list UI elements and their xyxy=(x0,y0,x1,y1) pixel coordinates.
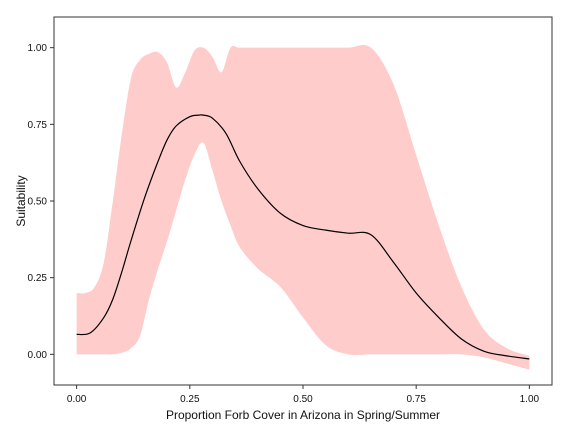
plot-area xyxy=(53,16,553,386)
x-tick-label: 0.50 xyxy=(293,394,313,405)
x-tick-label: 1.00 xyxy=(520,394,540,405)
y-tick-label: 0.50 xyxy=(28,197,48,208)
y-axis-title: Suitability xyxy=(14,175,28,226)
confidence-band xyxy=(76,44,530,370)
x-tick-label: 0.75 xyxy=(406,394,426,405)
y-tick-label: 1.00 xyxy=(28,43,48,54)
y-tick-label: 0.25 xyxy=(28,273,48,284)
y-tick-label: 0.00 xyxy=(28,350,48,361)
y-tick-label: 0.75 xyxy=(28,120,48,131)
series-line-0 xyxy=(76,114,530,360)
x-axis-title: Proportion Forb Cover in Arizona in Spri… xyxy=(166,408,440,422)
x-tick-label: 0.00 xyxy=(67,394,87,405)
x-tick-label: 0.25 xyxy=(180,394,200,405)
